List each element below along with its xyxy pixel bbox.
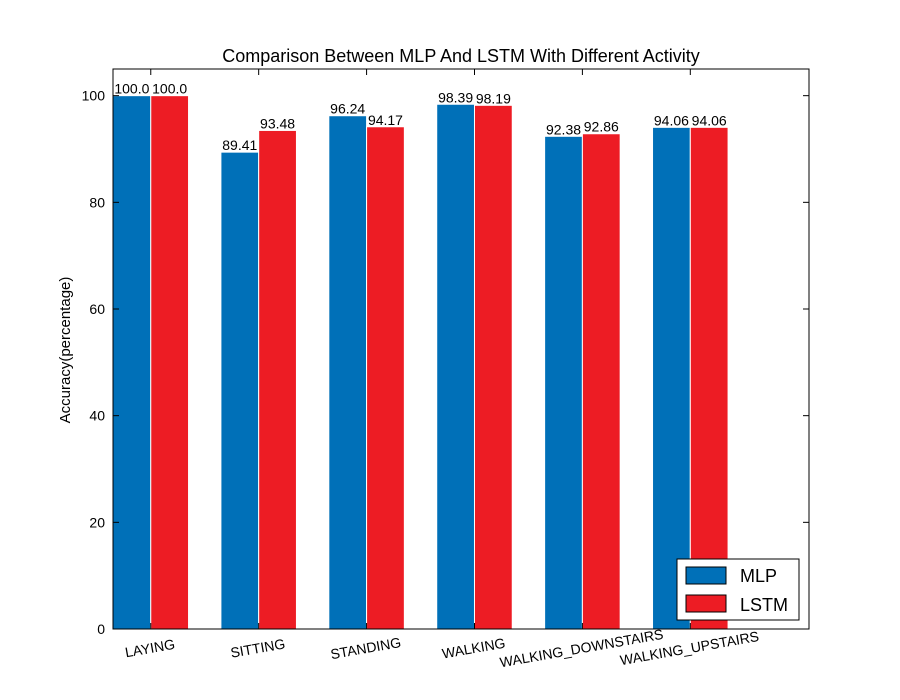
legend-swatch-mlp <box>685 566 727 585</box>
y-tick-label: 100 <box>82 88 106 104</box>
bar-mlp-walking_downstairs <box>544 135 583 630</box>
y-tick-label: 0 <box>97 621 105 637</box>
bar-lstm-standing <box>366 126 405 630</box>
data-label-mlp-laying: 100.0 <box>114 81 149 97</box>
x-tick-label-walking: WALKING <box>441 635 507 662</box>
x-tick-label-laying: LAYING <box>124 636 176 660</box>
y-tick-label: 80 <box>89 194 105 210</box>
data-label-lstm-walking_downstairs: 92.86 <box>584 119 619 135</box>
data-label-lstm-walking: 98.19 <box>476 90 511 106</box>
data-label-lstm-sitting: 93.48 <box>260 115 295 131</box>
data-label-mlp-sitting: 89.41 <box>222 137 257 153</box>
legend-label-lstm: LSTM <box>740 595 788 615</box>
bar-lstm-laying <box>150 95 190 630</box>
legend-swatch-lstm <box>685 594 727 613</box>
bar-mlp-walking <box>436 103 475 630</box>
bar-lstm-walking_upstairs <box>689 126 729 630</box>
data-label-mlp-walking_downstairs: 92.38 <box>546 121 581 137</box>
data-labels-group: 100.0 89.41 96.24 98.39 92.38 94.06 100.0 93.48… <box>114 81 727 153</box>
y-tick-label: 20 <box>89 514 105 530</box>
legend: MLP LSTM <box>676 558 800 621</box>
y-tick-label: 40 <box>89 408 105 424</box>
x-tick-label-standing: STANDING <box>329 634 402 662</box>
bar-lstm-sitting <box>258 129 297 630</box>
bars-group <box>112 95 729 630</box>
y-tick-label: 60 <box>89 301 105 317</box>
plot-frame <box>112 68 810 630</box>
data-label-lstm-laying: 100.0 <box>152 81 187 97</box>
bar-mlp-laying <box>112 95 152 630</box>
y-axis-label: Accuracy(percentage) <box>57 277 74 424</box>
bar-lstm-walking_downstairs <box>581 133 621 630</box>
data-label-mlp-standing: 96.24 <box>330 101 365 117</box>
data-label-lstm-standing: 94.17 <box>368 112 403 128</box>
bar-mlp-sitting <box>220 151 260 630</box>
y-axis-ticks: 0 20 40 60 80 100 <box>82 88 809 637</box>
data-label-mlp-walking_upstairs: 94.06 <box>654 112 689 128</box>
bar-mlp-walking_upstairs <box>652 126 691 630</box>
data-label-mlp-walking: 98.39 <box>438 89 473 105</box>
bar-lstm-walking <box>473 104 513 630</box>
data-label-lstm-walking_upstairs: 94.06 <box>692 112 727 128</box>
x-tick-label-sitting: SITTING <box>229 635 286 660</box>
chart-title: Comparison Between MLP And LSTM With Dif… <box>222 46 700 66</box>
bar-mlp-standing <box>328 115 368 630</box>
legend-label-mlp: MLP <box>740 566 777 586</box>
